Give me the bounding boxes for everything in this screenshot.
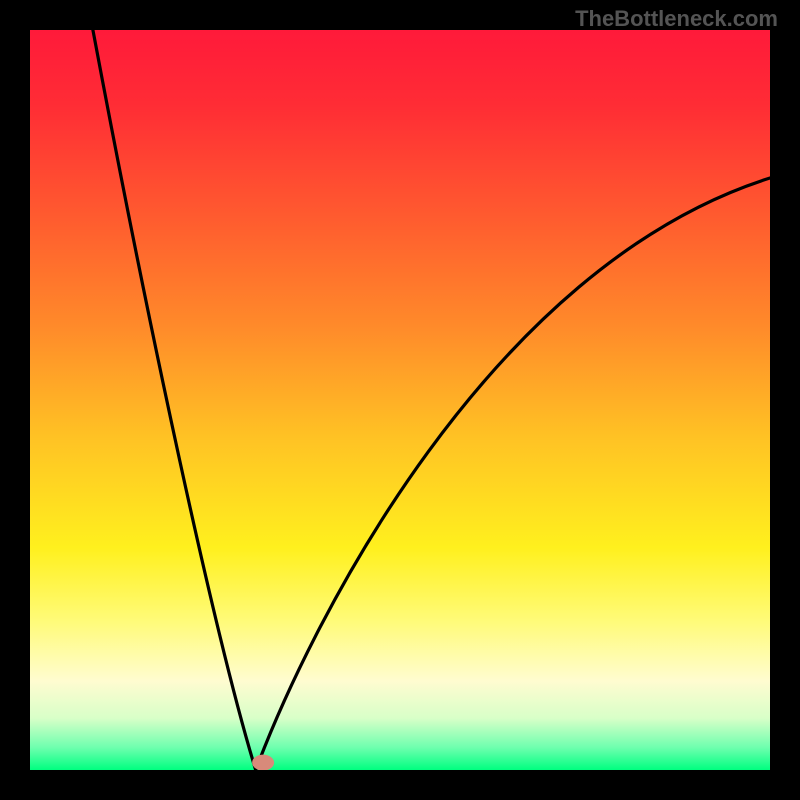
valley-marker [252, 755, 274, 770]
gradient-background [30, 30, 770, 770]
chart-container [30, 30, 770, 770]
watermark-text: TheBottleneck.com [575, 6, 778, 32]
chart-svg [30, 30, 770, 770]
